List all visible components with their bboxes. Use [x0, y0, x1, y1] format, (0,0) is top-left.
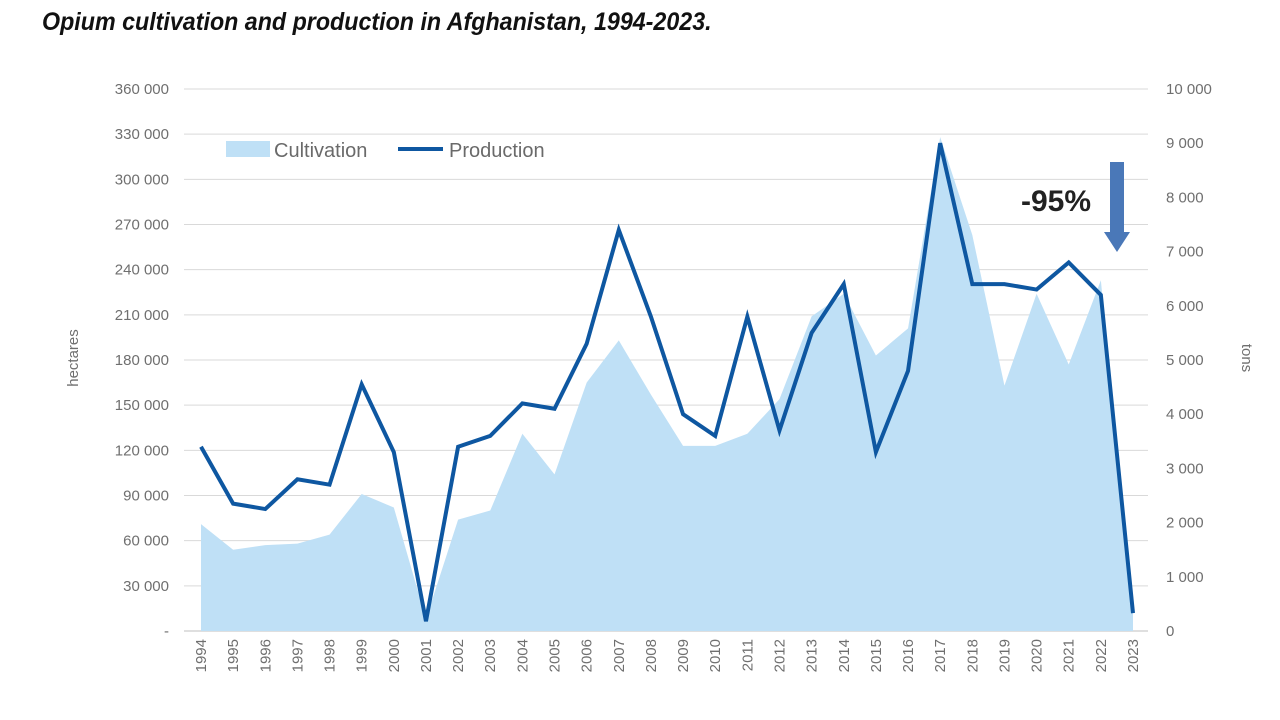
x-tick-label: 2003 — [482, 639, 499, 672]
left-axis-ticks: - 30 000 60 000 90 000 120 000 150 000 180 000… — [115, 81, 169, 640]
x-tick-label: 2005 — [547, 639, 564, 672]
left-axis-title: hectares — [65, 329, 82, 387]
x-tick-label: 2015 — [868, 639, 885, 672]
left-tick-label: 210 000 — [115, 307, 169, 324]
production-line — [199, 142, 1135, 622]
x-tick-label: 1999 — [354, 639, 371, 672]
right-tick-label: 2 000 — [1166, 515, 1204, 532]
x-tick-label: 2021 — [1061, 639, 1078, 672]
x-tick-label: 2009 — [675, 639, 692, 672]
left-tick-label: 300 000 — [115, 171, 169, 188]
x-tick-label: 2002 — [450, 639, 467, 672]
x-tick-label: 2012 — [771, 639, 788, 672]
x-tick-label: 1998 — [322, 639, 339, 672]
right-tick-label: 5 000 — [1166, 352, 1204, 369]
left-tick-label: 30 000 — [123, 578, 169, 595]
x-tick-label: 2006 — [579, 639, 596, 672]
right-tick-label: 9 000 — [1166, 135, 1204, 152]
left-tick-label: 270 000 — [115, 217, 169, 234]
x-tick-label: 2014 — [836, 639, 853, 672]
x-tick-label: 1994 — [193, 639, 210, 672]
x-tick-label: 2022 — [1093, 639, 1110, 672]
left-tick-label: 180 000 — [115, 352, 169, 369]
left-tick-label: 240 000 — [115, 262, 169, 279]
legend-swatch-cultivation — [226, 141, 270, 157]
x-tick-label: 2000 — [386, 639, 403, 672]
x-axis-ticks: 1994 1995 1996 1997 1998 1999 2000 2001 2002 2003… — [193, 639, 1142, 672]
right-tick-label: 7 000 — [1166, 244, 1204, 261]
right-axis-ticks: 0 1 000 2 000 3 000 4 000 5 000 6 000 7 000 8 00… — [1166, 81, 1212, 640]
left-tick-label: 90 000 — [123, 488, 169, 505]
x-tick-label: 2007 — [611, 639, 628, 672]
x-tick-label: 2011 — [739, 639, 756, 671]
legend: Cultivation Production — [226, 140, 545, 162]
x-tick-label: 2010 — [707, 639, 724, 672]
production-points — [200, 143, 1134, 622]
chart-title: Opium cultivation and production in Afgh… — [42, 8, 712, 36]
x-tick-label: 1996 — [257, 639, 274, 672]
right-tick-label: 4 000 — [1166, 406, 1204, 423]
x-tick-label: 2020 — [1029, 639, 1046, 672]
decline-annotation: -95% — [1021, 185, 1091, 218]
legend-label-production: Production — [449, 140, 545, 162]
left-tick-label: 360 000 — [115, 81, 169, 98]
right-tick-label: 10 000 — [1166, 81, 1212, 98]
x-tick-label: 1995 — [225, 639, 242, 672]
left-tick-label: 330 000 — [115, 126, 169, 143]
right-tick-label: 1 000 — [1166, 569, 1204, 586]
legend-label-cultivation: Cultivation — [274, 140, 367, 162]
x-tick-label: 2018 — [964, 639, 981, 672]
left-tick-label: - — [164, 623, 169, 640]
right-axis-title: tons — [1238, 344, 1255, 372]
cultivation-area — [201, 137, 1133, 631]
x-tick-label: 2023 — [1125, 639, 1142, 672]
x-tick-label: 2016 — [900, 639, 917, 672]
down-arrow-icon — [1104, 162, 1130, 252]
left-tick-label: 120 000 — [115, 442, 169, 459]
right-tick-label: 8 000 — [1166, 189, 1204, 206]
left-tick-label: 150 000 — [115, 397, 169, 414]
right-tick-label: 3 000 — [1166, 460, 1204, 477]
x-tick-label: 2017 — [932, 639, 949, 672]
x-tick-label: 2013 — [804, 639, 821, 672]
right-tick-label: 6 000 — [1166, 298, 1204, 315]
left-tick-label: 60 000 — [123, 533, 169, 550]
x-tick-label: 1997 — [289, 639, 306, 672]
x-tick-label: 2004 — [514, 639, 531, 672]
x-tick-label: 2019 — [996, 639, 1013, 672]
x-tick-label: 2008 — [643, 639, 660, 672]
right-tick-label: 0 — [1166, 623, 1174, 640]
x-tick-label: 2001 — [418, 639, 435, 672]
